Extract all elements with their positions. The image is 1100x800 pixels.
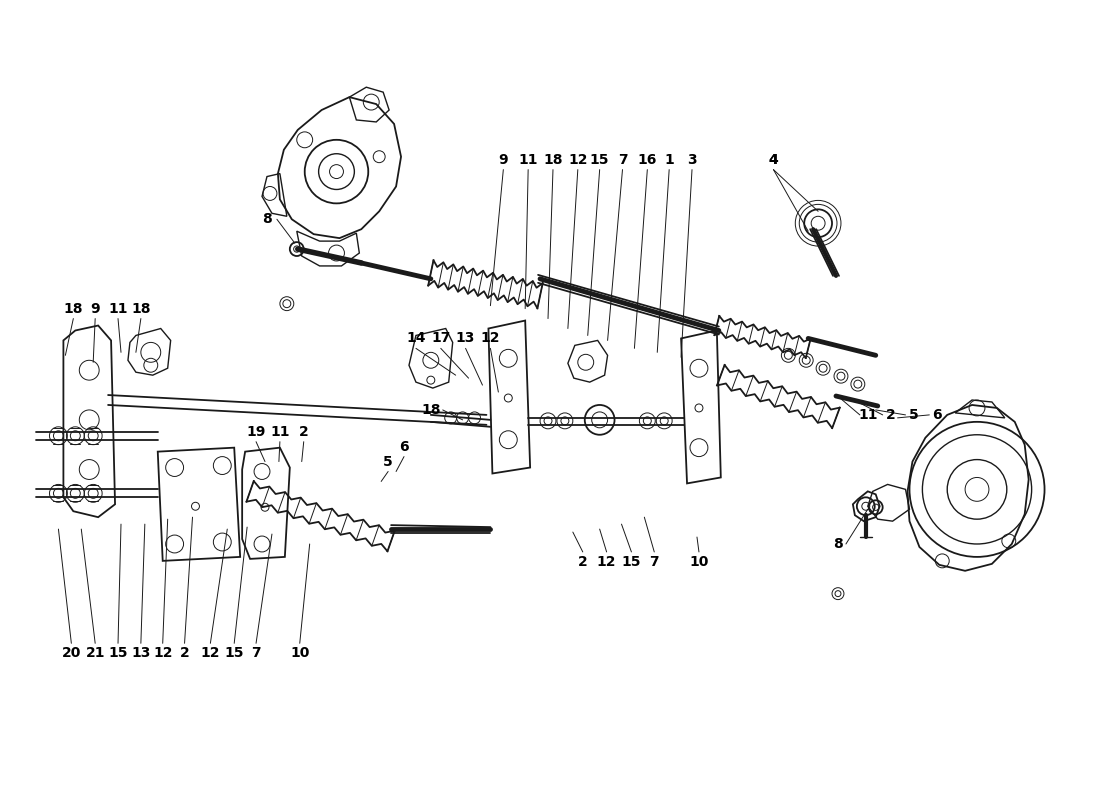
Text: 11: 11 [271, 425, 289, 438]
Text: 14: 14 [406, 331, 426, 346]
Text: 9: 9 [498, 153, 508, 166]
Text: 7: 7 [618, 153, 627, 166]
Text: 10: 10 [690, 555, 708, 569]
Text: 9: 9 [90, 302, 100, 316]
Text: 8: 8 [262, 212, 272, 226]
Text: 2: 2 [886, 408, 895, 422]
Text: 6: 6 [933, 408, 942, 422]
Text: 4: 4 [769, 153, 779, 166]
Text: 18: 18 [543, 153, 563, 166]
Text: 8: 8 [833, 537, 843, 551]
Text: 7: 7 [649, 555, 659, 569]
Text: 11: 11 [518, 153, 538, 166]
Text: 15: 15 [224, 646, 244, 660]
Text: 21: 21 [86, 646, 104, 660]
Text: 18: 18 [131, 302, 151, 316]
Text: 12: 12 [597, 555, 616, 569]
Text: 11: 11 [858, 408, 878, 422]
Text: 3: 3 [688, 153, 696, 166]
Text: 13: 13 [455, 331, 475, 346]
Text: 7: 7 [251, 646, 261, 660]
Text: 2: 2 [299, 425, 309, 438]
Text: 2: 2 [578, 555, 587, 569]
Text: 1: 1 [664, 153, 674, 166]
Text: 10: 10 [290, 646, 309, 660]
Text: 15: 15 [590, 153, 609, 166]
Text: 19: 19 [246, 425, 266, 438]
Text: 12: 12 [153, 646, 173, 660]
Text: 18: 18 [421, 403, 441, 417]
Text: 5: 5 [909, 408, 918, 422]
Text: 12: 12 [568, 153, 587, 166]
Text: 15: 15 [621, 555, 641, 569]
Text: 13: 13 [131, 646, 151, 660]
Text: 12: 12 [200, 646, 220, 660]
Text: 6: 6 [399, 440, 409, 454]
Text: 17: 17 [431, 331, 451, 346]
Text: 15: 15 [108, 646, 128, 660]
Text: 18: 18 [64, 302, 84, 316]
Text: 2: 2 [179, 646, 189, 660]
Text: 20: 20 [62, 646, 81, 660]
Text: 11: 11 [108, 302, 128, 316]
Text: 4: 4 [769, 153, 779, 166]
Text: 12: 12 [481, 331, 500, 346]
Text: 16: 16 [638, 153, 657, 166]
Text: 5: 5 [383, 454, 393, 469]
